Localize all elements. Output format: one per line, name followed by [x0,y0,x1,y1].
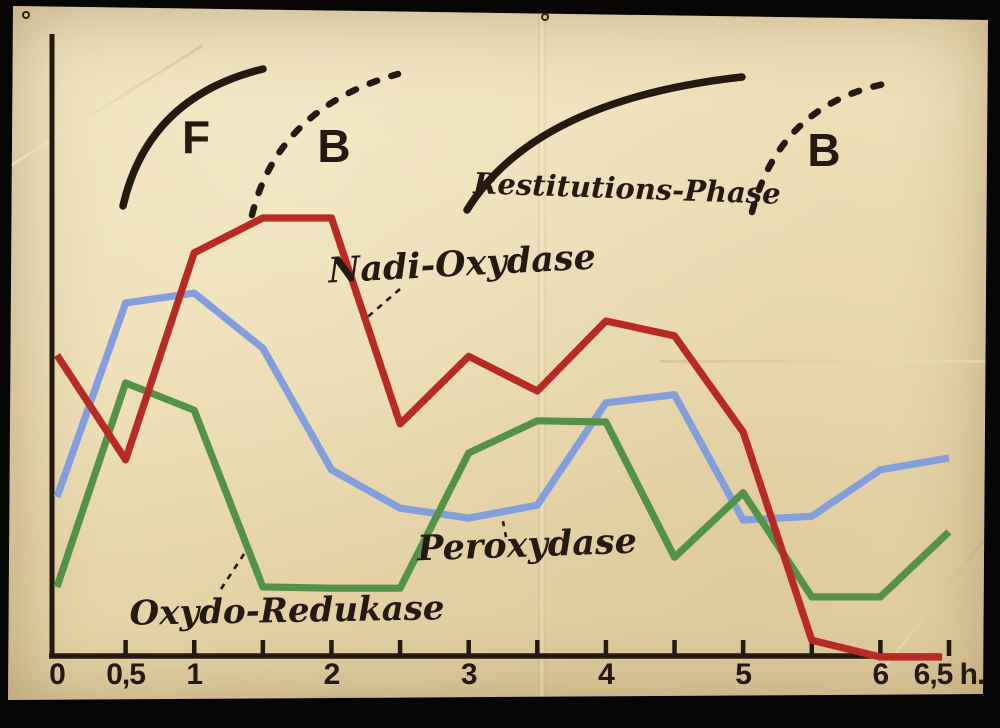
pinhole-top-left [22,11,30,19]
phase-arc-f-solid [119,65,267,210]
series-line-nadi-oxydase [53,214,943,661]
x-tick-label-6: 6 [872,658,890,691]
x-tick-label-0: 0 [49,658,66,691]
x-axis-ticks [123,640,952,656]
phase-label-b1: B [317,120,351,172]
oxydo-redukase-leader-line [219,550,248,590]
x-tick-label-2: 2 [323,658,341,691]
nadi-oxydase-leader-line [362,288,401,322]
x-tick-label-6.5: 6,5 h. [913,658,986,691]
phase-arc-b1-dashed [248,70,402,219]
x-tick-label-1: 1 [186,658,203,691]
x-tick-label-0.5: 0,5 [106,658,146,691]
phase-arc-b2-dashed [748,79,893,216]
bottom-smudge [250,694,440,700]
phase-arc-restitution-solid [463,73,746,214]
ink-spot [599,540,606,547]
series-label-oxydo-redukase: Oxydo-Redukase [129,588,445,634]
series-layer [53,214,952,661]
pinhole-top-middle [541,13,549,21]
x-tick-label-5: 5 [735,658,752,691]
series-label-peroxydase: Peroxydase [416,520,638,570]
series-line-peroxydase [53,289,950,524]
phase-label-f: F [181,111,211,163]
phase-label-b2: B [807,124,841,176]
x-tick-label-4: 4 [598,658,615,691]
x-tick-label-3: 3 [460,658,478,691]
series-line-oxydo-redukase [53,379,952,601]
